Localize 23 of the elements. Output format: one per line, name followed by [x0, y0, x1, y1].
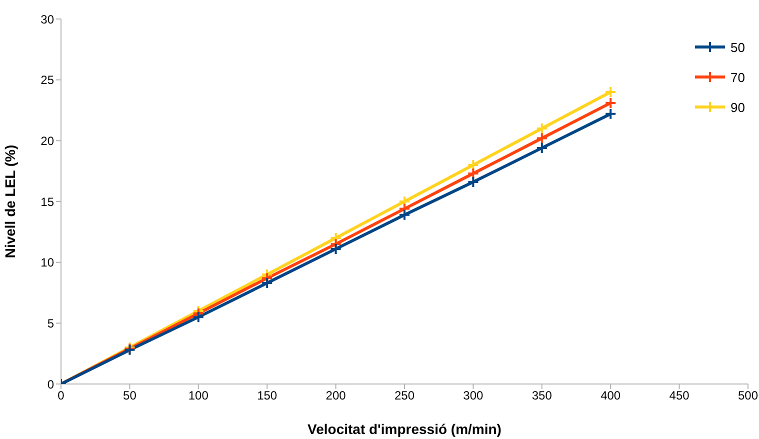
- y-tick-label: 30: [40, 12, 54, 26]
- legend-label: 70: [730, 70, 745, 84]
- x-tick-label: 50: [123, 388, 137, 403]
- y-tick-label: 0: [47, 377, 54, 392]
- x-axis-title: Velocitat d'impressió (m/min): [308, 421, 502, 437]
- x-tick-label: 0: [58, 388, 65, 403]
- y-axis-title: Nivell de LEL (%): [2, 144, 18, 258]
- x-tick-label: 400: [600, 388, 621, 403]
- x-tick-label: 250: [394, 388, 415, 403]
- y-tick-label: 25: [40, 73, 54, 88]
- x-tick-label: 500: [738, 388, 758, 403]
- x-tick-label: 350: [532, 388, 552, 403]
- y-tick-label: 20: [40, 134, 54, 148]
- x-tick-label: 450: [669, 388, 690, 403]
- legend-label: 50: [730, 40, 745, 54]
- x-tick-label: 100: [188, 388, 209, 403]
- y-tick-label: 10: [40, 256, 54, 270]
- x-tick-label: 300: [463, 388, 484, 403]
- x-tick-label: 200: [326, 388, 346, 403]
- x-tick-label: 150: [257, 388, 278, 403]
- legend-label: 90: [730, 100, 745, 114]
- y-tick-label: 5: [47, 316, 54, 330]
- y-tick-label: 15: [40, 194, 54, 209]
